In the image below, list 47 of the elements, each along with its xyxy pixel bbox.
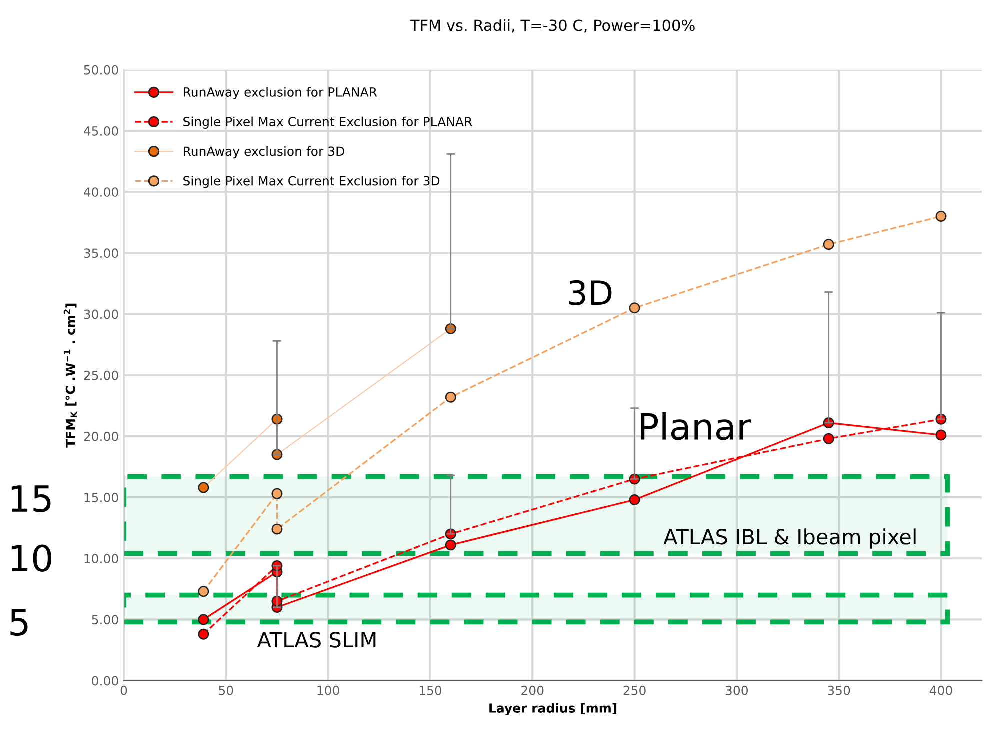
x-tick-label: 100 <box>318 686 340 696</box>
text: 10 <box>12 544 52 572</box>
point <box>198 628 210 640</box>
y-tick-label: 40.00 <box>84 188 118 198</box>
annotation: Planar <box>641 412 752 440</box>
y-tick-label: 35.00 <box>84 248 118 258</box>
point <box>936 430 947 441</box>
point <box>629 302 640 314</box>
x-tick-label: 200 <box>522 686 544 696</box>
point <box>629 494 640 506</box>
y-tick-label: 45.00 <box>84 126 118 136</box>
annotation: ATLAS IBL & Ibeam pixel <box>664 528 916 549</box>
text: 5 <box>10 609 28 636</box>
point <box>445 392 456 403</box>
y-tick-label: 15.00 <box>84 493 118 502</box>
y-tick-label: 10.00 <box>84 554 118 564</box>
x-tick-label: 0 <box>120 686 128 696</box>
text: 15 <box>12 486 51 512</box>
legend-label: RunAway exclusion for PLANAR <box>184 87 378 100</box>
y-tick-label: 30.00 <box>84 310 118 320</box>
x-tick-label: 50 <box>219 686 234 696</box>
y-tick-label: 50.00 <box>84 65 118 75</box>
x-tick-label: 300 <box>726 686 748 696</box>
x-tick-label: 400 <box>930 686 952 696</box>
y-tick-label: 0.00 <box>92 676 118 686</box>
point <box>272 488 283 500</box>
legend-label: RunAway exclusion for 3D <box>184 146 344 159</box>
annotation: 3D <box>569 280 612 306</box>
legend-label: Single Pixel Max Current Exclusion for PLANAR <box>184 116 472 129</box>
point <box>936 211 947 222</box>
legend-label: Single Pixel Max Current Exclusion for 3D <box>184 176 440 188</box>
y-tick-label: 20.00 <box>84 432 118 442</box>
point <box>272 524 283 535</box>
x-tick-label: 350 <box>828 686 850 696</box>
y-tick-label: 5.00 <box>92 615 118 625</box>
point <box>823 433 834 444</box>
y-axis-title: TFM$_{K}$ [°C .W$^{−1}$ . cm$^{2}$] <box>64 304 78 448</box>
point <box>198 586 210 598</box>
x-axis-title: Layer radius [mm] <box>490 703 617 716</box>
annotation: ATLAS SLIM <box>257 632 376 648</box>
point <box>198 614 210 626</box>
x-tick-label: 150 <box>420 686 442 696</box>
y-tick-label: 25.00 <box>84 370 118 380</box>
point <box>445 540 456 551</box>
point <box>823 239 834 250</box>
x-tick-label: 250 <box>624 686 646 696</box>
chart-title: TFM vs. Radii, T=-30 C, Power=100% <box>410 19 695 33</box>
